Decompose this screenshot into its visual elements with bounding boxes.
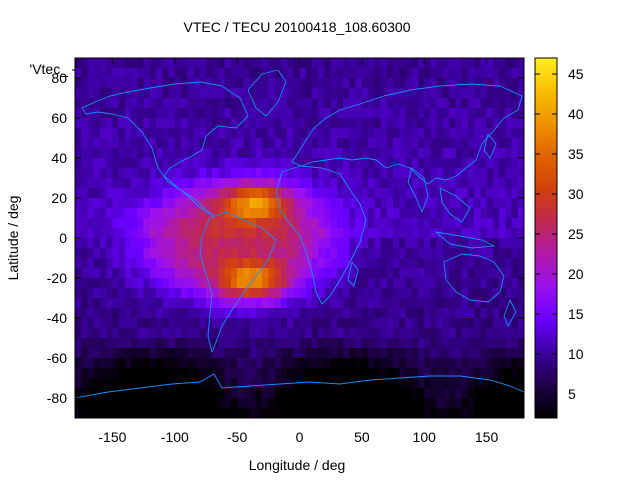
coastline-north-america [81, 81, 249, 217]
colorbar-tick-label: 10 [568, 346, 584, 362]
y-tick-label: 80 [51, 70, 67, 86]
coastline-se-asia [439, 187, 471, 223]
colorbar-tick-label: 15 [568, 306, 584, 322]
coastline-europe-asia [291, 83, 523, 185]
colorbar-tick-label: 25 [568, 226, 584, 242]
coastline-india [407, 167, 429, 213]
y-tick-label: -80 [47, 390, 67, 406]
colorbar-tick-label: 20 [568, 266, 584, 282]
heatmap-raster [75, 58, 524, 418]
x-axis: -150 -100 -50 0 50 100 150 [98, 58, 498, 445]
coastline-greenland [247, 69, 287, 117]
y-tick-label: 20 [51, 190, 67, 206]
y-tick-label: -60 [47, 350, 67, 366]
legend-key: 'Vtec_ [30, 61, 69, 77]
colorbar-tick-label: 5 [568, 386, 576, 402]
colorbar-tick-label: 35 [568, 146, 584, 162]
colorbar: 5 10 15 20 25 30 35 40 45 [534, 57, 584, 419]
x-tick-label: 50 [354, 429, 370, 445]
colorbar-tick-label: 30 [568, 186, 584, 202]
y-tick-label: -40 [47, 310, 67, 326]
x-tick-label: 150 [475, 429, 499, 445]
x-axis-label: Longitude / deg [249, 457, 346, 473]
y-axis-label: Latitude / deg [5, 196, 21, 281]
y-tick-label: 40 [51, 150, 67, 166]
coastline-new-zealand [503, 299, 517, 327]
coastlines [75, 69, 524, 418]
coastline-indonesia [435, 231, 495, 249]
x-tick-label: -50 [227, 429, 247, 445]
x-tick-label: -100 [161, 429, 189, 445]
coastline-madagascar [347, 261, 359, 287]
x-tick-label: -150 [98, 429, 126, 445]
chart-title: VTEC / TECU 20100418_108.60300 [183, 19, 410, 35]
coastline-africa [275, 165, 367, 305]
x-tick-label: 100 [413, 429, 437, 445]
colorbar-tick-label: 40 [568, 106, 584, 122]
y-axis: -80 -60 -40 -20 0 20 40 60 80 [47, 70, 524, 406]
y-tick-label: 60 [51, 110, 67, 126]
colorbar-ticks: 5 10 15 20 25 30 35 40 45 [535, 66, 584, 402]
coastline-south-america [199, 211, 277, 353]
colorbar-scale [534, 57, 558, 419]
x-tick-label: 0 [296, 429, 304, 445]
y-tick-label: -20 [47, 270, 67, 286]
coastline-antarctica [75, 373, 524, 418]
colorbar-tick-label: 45 [568, 66, 584, 82]
y-tick-label: 0 [59, 230, 67, 246]
heatmap [75, 58, 524, 418]
coastline-australia [443, 253, 505, 303]
coastline-japan [483, 133, 497, 159]
